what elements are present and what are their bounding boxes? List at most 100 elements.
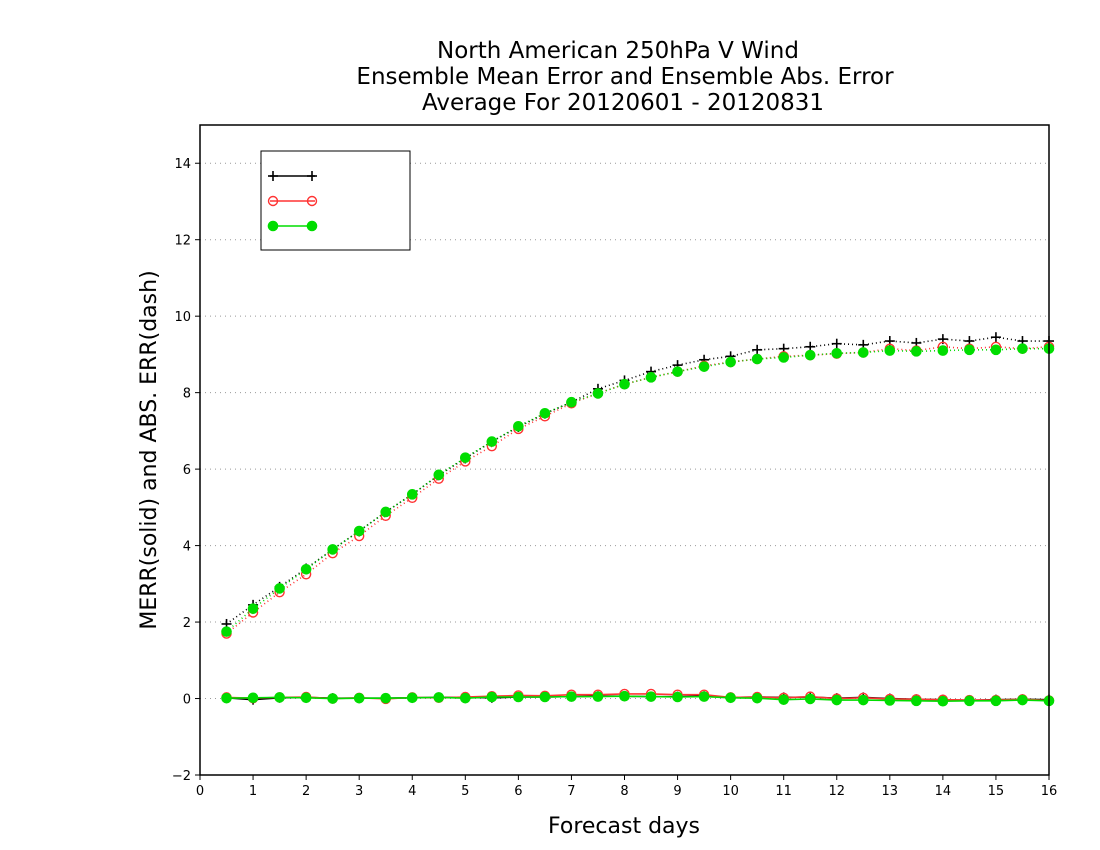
series-2-abs_err-point-15 bbox=[619, 378, 630, 390]
y-axis-ticks: −2 0 2 4 6 8 10 12 14 bbox=[172, 157, 200, 784]
x-tick-label-12: 12 bbox=[828, 784, 845, 799]
series-2-merr-point-29 bbox=[990, 695, 1002, 707]
series-2-merr-point-4 bbox=[327, 693, 338, 704]
series-2-abs_err-point-16 bbox=[645, 372, 657, 383]
series-2-abs_err-point-6 bbox=[380, 506, 392, 518]
series-2-merr-point-28 bbox=[964, 695, 975, 707]
series-2-merr-point-11 bbox=[513, 691, 524, 703]
series-layer bbox=[221, 332, 1055, 707]
series-2-abs_err-point-3 bbox=[300, 563, 312, 575]
series-2-merr-point-10 bbox=[486, 691, 498, 703]
series-2-merr-point-6 bbox=[380, 692, 392, 704]
series-2-merr-point-9 bbox=[460, 692, 471, 704]
title-line-2: Ensemble Mean Error and Ensemble Abs. Er… bbox=[356, 64, 894, 90]
x-tick-label-14: 14 bbox=[935, 784, 952, 799]
series-2-abs_err-point-21 bbox=[778, 352, 789, 363]
x-axis-ticks: 0 1 2 3 4 5 6 7 8 9 10 11 12 13 14 15 16 bbox=[196, 775, 1057, 799]
x-tick-label-7: 7 bbox=[567, 784, 575, 799]
title-line-3: Average For 20120601 - 20120831 bbox=[422, 90, 824, 116]
series-2-abs_err-point-26 bbox=[911, 346, 922, 357]
legend bbox=[260, 150, 411, 251]
series-2-abs_err-point-22 bbox=[804, 349, 816, 361]
x-tick-label-6: 6 bbox=[514, 784, 522, 799]
series-2-abs_err-point-27 bbox=[937, 345, 949, 356]
series-2-merr-point-25 bbox=[884, 695, 896, 706]
series-2-merr-point-21 bbox=[778, 694, 789, 705]
legend-marker-right-2 bbox=[306, 220, 318, 232]
plot-frame bbox=[199, 124, 1050, 776]
series-2-merr-point-0 bbox=[221, 692, 232, 704]
series-2-merr-point-14 bbox=[592, 691, 604, 702]
series-2-abs_err-point-8 bbox=[433, 469, 445, 481]
x-tick-label-2: 2 bbox=[302, 784, 310, 799]
series-2-merr-point-27 bbox=[937, 695, 949, 707]
series-2-abs_err-point-5 bbox=[353, 525, 365, 537]
series-2-merr-point-1 bbox=[247, 692, 259, 704]
series-2-merr-point-15 bbox=[619, 690, 630, 702]
series-2-abs_err-point-11 bbox=[513, 420, 524, 432]
series-0-abs_err-point-20 bbox=[752, 344, 763, 355]
series-2-abs_err-point-1 bbox=[247, 603, 259, 614]
series-2-merr-point-13 bbox=[566, 691, 577, 702]
series-2-abs_err-point-18 bbox=[698, 361, 710, 372]
series-2-abs_err-point-2 bbox=[274, 583, 285, 594]
series-2-abs_err-point-10 bbox=[486, 436, 498, 447]
legend-marker-right-0 bbox=[307, 171, 317, 181]
series-2-abs_err-point-29 bbox=[990, 344, 1002, 356]
legend-marker-left-0 bbox=[268, 171, 278, 181]
series-2-merr-point-12 bbox=[539, 691, 551, 703]
series-2-abs_err-point-23 bbox=[831, 347, 843, 359]
y-tick-label-2: 2 bbox=[183, 616, 191, 631]
series-2-merr-point-16 bbox=[645, 691, 657, 702]
series-2-merr-point-22 bbox=[804, 693, 816, 705]
x-axis-title: Forecast days bbox=[548, 814, 700, 839]
series-2-merr-point-19 bbox=[725, 692, 736, 704]
series-2-abs_err-point-4 bbox=[327, 544, 338, 555]
x-tick-label-16: 16 bbox=[1041, 784, 1058, 799]
series-2-abs_err-point-28 bbox=[964, 344, 975, 356]
series-2-merr-point-3 bbox=[300, 692, 312, 704]
series-2-abs_err-point-7 bbox=[406, 489, 418, 500]
y-tick-label-4: 6 bbox=[183, 463, 191, 478]
legend-marker-right-1 bbox=[306, 195, 318, 207]
series-2 bbox=[221, 343, 1055, 707]
chart-title: North American 250hPa V Wind Ensemble Me… bbox=[356, 38, 894, 116]
series-2-abs_err-point-13 bbox=[566, 396, 577, 408]
legend-items bbox=[267, 171, 318, 232]
legend-marker-left-2 bbox=[267, 220, 279, 232]
y-tick-label-0: −2 bbox=[172, 769, 191, 784]
x-tick-label-0: 0 bbox=[196, 784, 204, 799]
x-tick-label-10: 10 bbox=[722, 784, 739, 799]
y-tick-label-6: 10 bbox=[174, 310, 191, 325]
y-tick-label-1: 0 bbox=[183, 693, 191, 708]
series-2-abs_err-point-30 bbox=[1017, 343, 1028, 354]
y-axis-title: MERR(solid) and ABS. ERR(dash) bbox=[137, 270, 162, 629]
title-line-1: North American 250hPa V Wind bbox=[437, 38, 799, 64]
x-tick-label-3: 3 bbox=[355, 784, 363, 799]
y-tick-label-7: 12 bbox=[174, 234, 191, 249]
x-tick-label-8: 8 bbox=[620, 784, 628, 799]
x-tick-label-15: 15 bbox=[988, 784, 1005, 799]
y-tick-label-3: 4 bbox=[183, 540, 191, 555]
series-2-merr-point-20 bbox=[751, 692, 763, 704]
series-0-abs_err-point-29 bbox=[990, 332, 1001, 343]
series-2-merr-point-5 bbox=[353, 692, 365, 704]
series-2-merr-point-30 bbox=[1017, 694, 1028, 706]
legend-marker-left-1 bbox=[267, 195, 279, 207]
series-2-merr-point-24 bbox=[857, 694, 869, 706]
series-2-abs_err-point-19 bbox=[725, 356, 736, 368]
series-2-abs_err-point-24 bbox=[857, 347, 869, 358]
series-2-merr-point-17 bbox=[672, 691, 683, 703]
x-tick-label-1: 1 bbox=[249, 784, 257, 799]
series-2-abs_err-point-17 bbox=[672, 366, 683, 377]
y-tick-label-5: 8 bbox=[183, 387, 191, 402]
series-2-merr-point-26 bbox=[911, 695, 922, 707]
series-2-merr-point-18 bbox=[698, 691, 710, 702]
series-2-merr-point-7 bbox=[406, 692, 418, 704]
series-2-abs_err-point-0 bbox=[221, 626, 232, 637]
series-2-abs_err-line bbox=[226, 347, 1049, 633]
series-2-abs_err-point-25 bbox=[884, 345, 896, 356]
x-tick-label-11: 11 bbox=[775, 784, 792, 799]
